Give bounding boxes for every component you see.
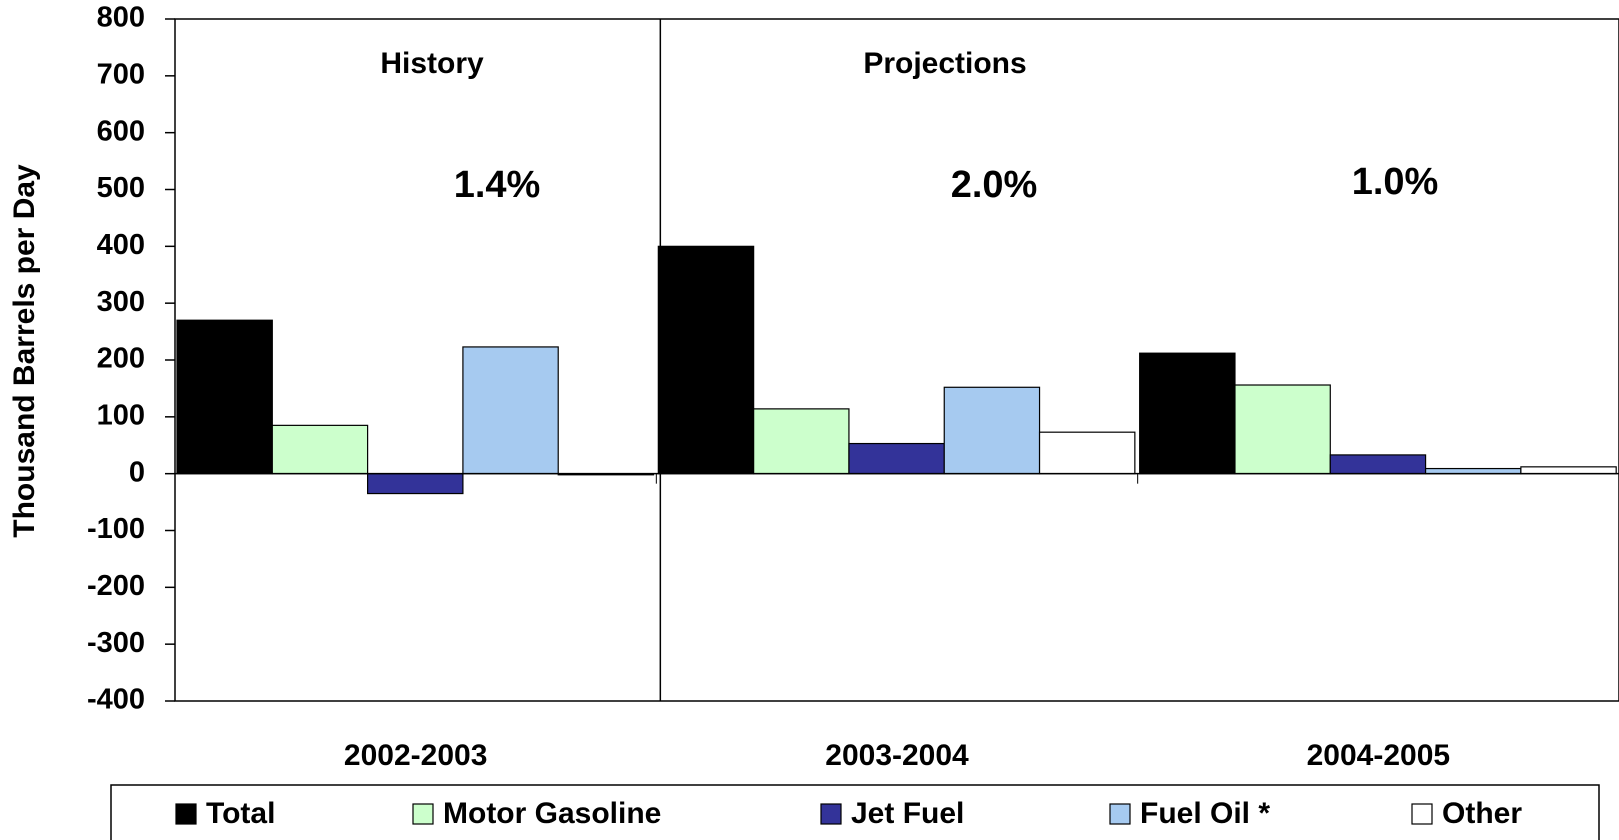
x-tick-label: 2002-2003 [344,739,487,772]
bar [367,473,464,495]
bar [1520,466,1617,475]
bar [176,319,273,475]
legend-label: Other [1442,797,1522,830]
legend-swatch [1109,803,1131,825]
y-tick-label: -300 [87,627,145,659]
bar [1139,352,1236,475]
legend-label: Motor Gasoline [443,797,661,830]
y-tick-label: -100 [87,513,145,545]
bar [462,346,559,475]
y-axis-title: Thousand Barrels per Day [8,164,41,538]
y-tick-label: -200 [87,570,145,602]
legend-box [110,784,1600,840]
bar [271,424,369,475]
bar [753,408,850,475]
y-tick-label: 100 [97,399,145,431]
legend-label: Jet Fuel [851,797,964,830]
y-tick-label: 200 [97,343,145,375]
legend-label: Total [206,797,275,830]
x-tick-label: 2003-2004 [825,739,969,772]
x-tick-label: 2004-2005 [1307,739,1450,772]
bar [657,245,755,475]
bar [1424,467,1522,475]
bar [1329,454,1427,475]
bar [943,386,1041,475]
y-tick-label: 500 [97,172,145,204]
annotation: 1.0% [1352,161,1439,203]
y-tick-label: 800 [97,2,145,34]
y-tick-label: 0 [129,456,145,488]
legend-swatch [1411,803,1433,825]
legend-swatch [175,803,197,825]
legend-swatch [820,803,842,825]
y-tick-label: 400 [97,229,145,261]
annotation: 1.4% [454,164,541,206]
y-tick-label: 300 [97,286,145,318]
annotation: 2.0% [951,164,1038,206]
annotation: History [380,47,484,80]
y-tick-label: -400 [87,684,145,716]
bar [1234,384,1331,475]
legend-swatch [412,803,434,825]
y-tick-label: 600 [97,115,145,147]
plot-frame [174,18,1619,702]
bar [1038,431,1136,475]
bar [848,442,945,475]
y-tick-label: 700 [97,58,145,90]
legend-label: Fuel Oil * [1140,797,1270,830]
annotation: Projections [863,47,1026,80]
